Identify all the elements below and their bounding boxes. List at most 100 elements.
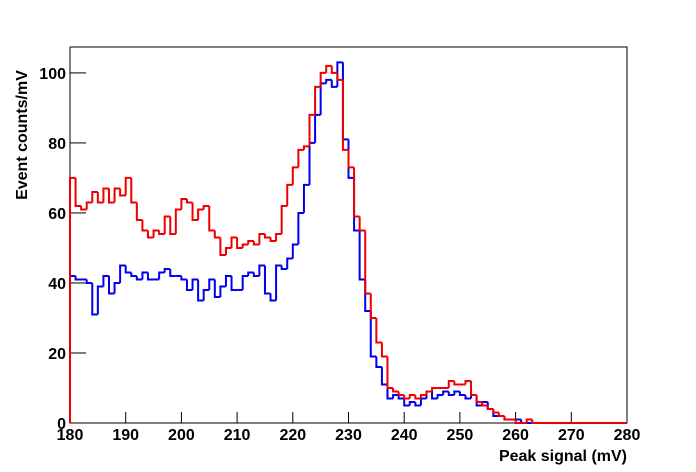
histogram-bin: [269, 237, 277, 242]
histogram-bin: [74, 177, 82, 207]
histogram-bin: [330, 65, 338, 74]
histogram-bin: [297, 211, 304, 245]
histogram-bin: [91, 190, 98, 203]
histogram-bin: [353, 167, 360, 218]
x-tick-label: 280: [614, 427, 641, 444]
histogram-bin: [375, 356, 382, 368]
histogram-bin: [447, 391, 455, 396]
histogram-bin: [191, 202, 199, 221]
histogram-bin: [347, 149, 355, 169]
histogram-bin: [185, 198, 193, 204]
x-tick-label: 250: [447, 427, 474, 444]
histogram-bin: [230, 275, 238, 291]
histogram-bin: [275, 264, 282, 301]
histogram-bin: [146, 272, 154, 281]
histogram-bin: [124, 176, 132, 196]
histogram-bin: [224, 246, 232, 255]
x-tick-label: 270: [558, 427, 585, 444]
histogram-bin: [269, 293, 277, 302]
histogram-bin: [380, 366, 388, 386]
histogram-bin: [74, 275, 82, 281]
histogram-bin: [85, 201, 93, 210]
histogram-bin: [341, 79, 349, 151]
histogram-bin: [414, 401, 421, 407]
histogram-bin: [392, 387, 399, 393]
x-tick-label: 240: [391, 427, 418, 444]
histogram-bin: [197, 208, 204, 220]
histogram-bin: [302, 183, 310, 213]
histogram-bin: [470, 380, 477, 396]
histogram-bin: [503, 415, 511, 421]
histogram-bin: [230, 236, 238, 248]
histogram-bin: [475, 394, 483, 403]
x-tick-label: 230: [335, 427, 362, 444]
histogram-bin: [146, 230, 154, 239]
histogram-bin: [314, 113, 321, 143]
histogram-bin: [180, 197, 187, 210]
histogram-bin: [263, 265, 271, 295]
histogram-bin: [152, 229, 160, 238]
histogram-bin: [163, 267, 171, 273]
histogram-bin: [392, 393, 399, 399]
histogram-bin: [141, 219, 148, 232]
histogram-bin: [369, 310, 377, 358]
x-tick-label: 200: [168, 427, 195, 444]
y-axis-label: Event counts/mV: [14, 70, 31, 200]
histogram-bin: [286, 257, 293, 269]
histogram-bin: [408, 393, 416, 399]
histogram-bin: [180, 275, 187, 281]
histogram-bin: [130, 272, 137, 277]
histogram-bin: [202, 288, 210, 301]
histogram-bin: [124, 265, 132, 274]
histogram-bin: [135, 275, 143, 281]
histogram-bin: [202, 204, 210, 210]
histogram-bin: [80, 205, 87, 211]
histogram-bin: [224, 274, 232, 287]
y-tick-label: 20: [48, 346, 66, 363]
histogram-bin: [286, 183, 293, 206]
histogram-bin: [358, 216, 366, 232]
histogram-bin: [319, 82, 327, 115]
histogram-bin: [191, 278, 199, 290]
histogram-bin: [247, 239, 254, 245]
histogram-bin: [85, 279, 93, 284]
histogram-bin: [319, 71, 327, 87]
histogram-bin: [453, 380, 460, 386]
histogram-bin: [447, 379, 455, 388]
histogram-bin: [403, 398, 410, 407]
histogram-bin: [464, 394, 472, 400]
histogram-bin: [386, 384, 394, 400]
histogram-bin: [197, 279, 204, 302]
x-tick-label: 260: [502, 427, 529, 444]
histogram-bin: [252, 240, 260, 246]
histogram-bin: [308, 141, 316, 185]
histogram-bin: [486, 405, 494, 410]
y-tick-label: 40: [48, 276, 66, 293]
histogram-bin: [158, 271, 165, 280]
histogram-bin: [213, 230, 221, 239]
histogram-bin: [96, 191, 104, 204]
x-tick-label: 190: [112, 427, 139, 444]
histogram-bin: [219, 237, 226, 256]
histogram-bin: [386, 356, 394, 389]
histogram-bin: [141, 271, 148, 280]
histogram-bin: [297, 148, 304, 168]
histogram-bin: [241, 243, 249, 248]
histogram-bin: [419, 397, 427, 406]
histogram-bin: [336, 72, 343, 81]
histogram-bin: [325, 78, 332, 84]
histogram-bin: [453, 390, 460, 395]
histogram-bin: [208, 205, 215, 232]
histogram-bin: [308, 113, 316, 147]
histogram-bin: [130, 177, 137, 204]
histogram-bin: [314, 85, 321, 115]
histogram-bin: [302, 145, 310, 150]
histogram-bin: [369, 293, 377, 319]
histogram-bin: [241, 274, 249, 290]
histogram-bin: [252, 272, 260, 277]
histogram-bin: [403, 394, 410, 400]
histogram-bin: [481, 401, 488, 407]
x-axis-label: Peak signal (mV): [499, 448, 627, 465]
histogram-bin: [219, 285, 226, 297]
